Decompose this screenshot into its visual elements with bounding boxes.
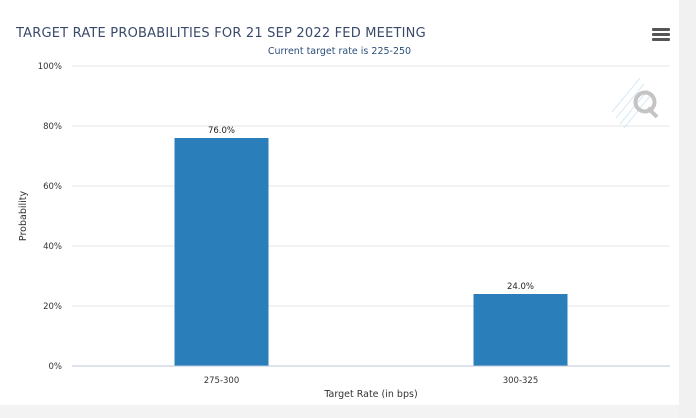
chart-subtitle: Current target rate is 225-250 (267, 46, 412, 57)
y-tick-label: 100% (38, 62, 62, 72)
chart-title: TARGET RATE PROBABILITIES FOR 21 SEP 202… (16, 26, 426, 41)
y-tick-label: 20% (43, 302, 62, 312)
y-tick-label: 80% (43, 122, 62, 132)
y-tick-label: 40% (43, 242, 62, 252)
chart-container: TARGET RATE PROBABILITIES FOR 21 SEP 202… (16, 26, 670, 400)
data-label: 76.0% (208, 126, 235, 136)
q-logo-icon (611, 77, 659, 129)
bar-chart: 0% 20% 40% 60% 80% 100% 76.0% 24.0% 275-300 300… (18, 62, 670, 400)
x-tick-label: 300-325 (503, 376, 539, 386)
y-axis-title: Probability (18, 191, 29, 242)
hamburger-menu-icon[interactable] (652, 28, 670, 44)
y-tick-label: 0% (49, 362, 63, 372)
x-tick-label: 275-300 (204, 376, 240, 386)
bar-275-300[interactable] (174, 138, 269, 366)
x-axis-title: Target Rate (in bps) (323, 389, 417, 400)
vertical-scrollbar[interactable] (679, 0, 696, 418)
page-footer-strip (0, 405, 679, 418)
y-tick-label: 60% (43, 182, 62, 192)
bar-300-325[interactable] (473, 294, 568, 366)
data-label: 24.0% (507, 282, 534, 292)
